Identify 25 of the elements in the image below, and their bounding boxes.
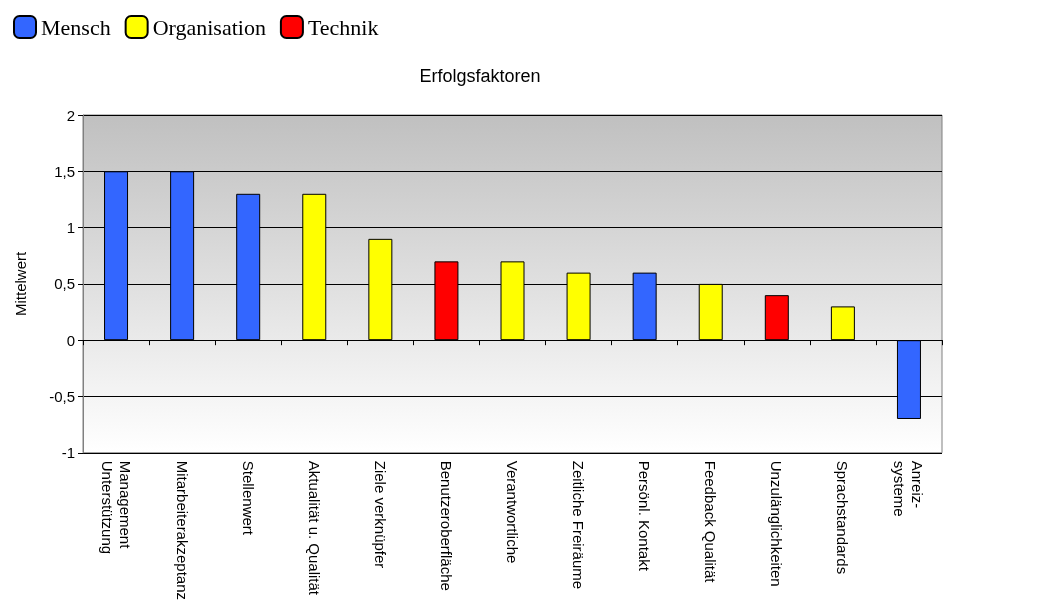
x-tick-label: Persönl. Kontakt (636, 460, 654, 572)
x-tick-label: Unzulänglichkeiten (768, 460, 786, 587)
legend-label: Technik (307, 14, 379, 40)
y-tick-label: 1 (66, 219, 75, 237)
x-tick-label: Sprachstandards (834, 460, 852, 575)
x-tick-label: Feedback Qualität (702, 460, 720, 584)
y-tick-label: -1 (61, 444, 75, 462)
y-tick-label: 2 (66, 106, 75, 124)
legend-label: Mensch (41, 14, 111, 40)
y-axis-title: Mittelwert (12, 250, 29, 316)
x-tick-label: Aktualität u. Qualität (305, 460, 323, 596)
x-tick-label: Management Unterstützung (98, 460, 134, 555)
y-tick-label: -0,5 (49, 387, 75, 405)
x-tick-label: Stellenwert (239, 460, 257, 536)
x-tick-label: Verantwortliche (504, 460, 521, 564)
chart-title: Erfolgsfaktoren (419, 66, 541, 86)
y-tick-label: 0 (66, 331, 75, 349)
x-tick-label: Mitarbeiterakzeptanz (173, 460, 191, 600)
x-tick-label: Ziele verknüpfer (371, 460, 389, 569)
y-tick-label: 1,5 (54, 162, 75, 180)
y-tick-label: 0,5 (54, 275, 75, 293)
legend-label: Organisation (152, 14, 266, 40)
x-tick-label: Anreiz- systeme (891, 460, 927, 517)
x-tick-label: Zeitliche Freiräume (570, 460, 588, 590)
x-tick-label: Benutzeroberfläche (437, 460, 455, 591)
